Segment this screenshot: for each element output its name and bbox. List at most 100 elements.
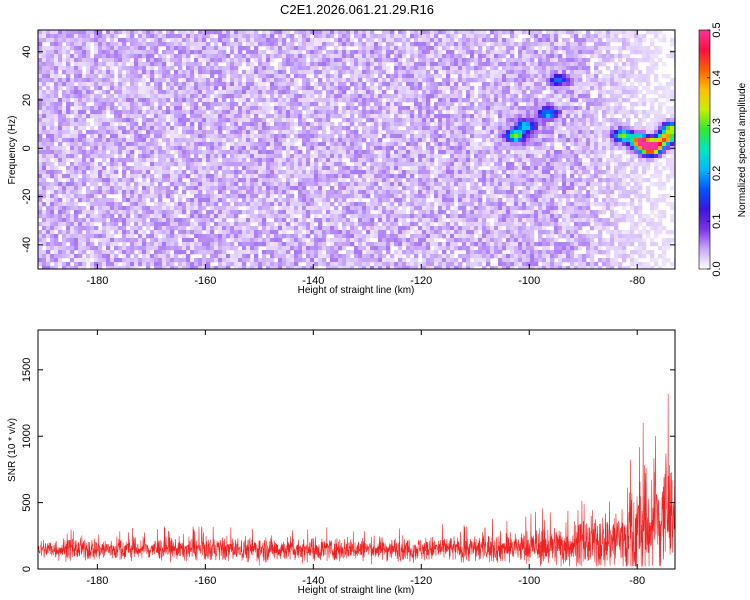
heatmap-cell (270, 170, 275, 175)
heatmap-cell (162, 74, 167, 79)
heatmap-cell (170, 106, 175, 111)
heatmap-cell (330, 106, 335, 111)
heatmap-cell (158, 198, 163, 203)
heatmap-cell (46, 154, 51, 159)
heatmap-cell (402, 230, 407, 235)
heatmap-cell (62, 242, 67, 247)
heatmap-cell (234, 122, 239, 127)
heatmap-cell (302, 30, 307, 35)
heatmap-cell (330, 114, 335, 119)
heatmap-cell (42, 238, 47, 243)
heatmap-cell (330, 266, 335, 269)
heatmap-cell (118, 182, 123, 187)
heatmap-cell (70, 214, 75, 219)
heatmap-cell (282, 82, 287, 87)
heatmap-cell (354, 98, 359, 103)
heatmap-cell (226, 118, 231, 123)
heatmap-cell (342, 186, 347, 191)
heatmap-cell (254, 54, 259, 59)
heatmap-cell (298, 98, 303, 103)
heatmap-cell (302, 170, 307, 175)
heatmap-cell (138, 162, 143, 167)
heatmap-cell (258, 130, 263, 135)
heatmap-cell (386, 154, 391, 159)
heatmap-cell (210, 122, 215, 127)
heatmap-cell (282, 74, 287, 79)
heatmap-cell (106, 254, 111, 259)
heatmap-cell (258, 86, 263, 91)
heatmap-cell (234, 70, 239, 75)
heatmap-cell (218, 166, 223, 171)
heatmap-cell (182, 262, 187, 267)
heatmap-cell (378, 218, 383, 223)
heatmap-cell (294, 90, 299, 95)
heatmap-cell (110, 174, 115, 179)
heatmap-cell (310, 162, 315, 167)
heatmap-cell (414, 54, 419, 59)
heatmap-cell (282, 202, 287, 207)
heatmap-cell (134, 166, 139, 171)
heatmap-cell (290, 42, 295, 47)
heatmap-cell (54, 170, 59, 175)
heatmap-cell (94, 74, 99, 79)
heatmap-cell (74, 134, 79, 139)
heatmap-cell (174, 134, 179, 139)
heatmap-cell (94, 146, 99, 151)
heatmap-cell (58, 150, 63, 155)
heatmap-cell (110, 38, 115, 43)
heatmap-cell (58, 58, 63, 63)
heatmap-cell (74, 114, 79, 119)
heatmap-cell (202, 226, 207, 231)
heatmap-cell (382, 70, 387, 75)
heatmap-cell (130, 210, 135, 215)
heatmap-cell (414, 98, 419, 103)
heatmap-cell (346, 122, 351, 127)
heatmap-cell (294, 158, 299, 163)
heatmap-cell (210, 118, 215, 123)
heatmap-cell (242, 114, 247, 119)
heatmap-cell (406, 154, 411, 159)
heatmap-cell (286, 42, 291, 47)
heatmap-cell (54, 50, 59, 55)
heatmap-cell (410, 146, 415, 151)
heatmap-cell (354, 182, 359, 187)
heatmap-cell (330, 262, 335, 267)
heatmap-cell (150, 182, 155, 187)
heatmap-cell (310, 266, 315, 269)
heatmap-cell (374, 94, 379, 99)
heatmap-cell (262, 142, 267, 147)
heatmap-cell (158, 222, 163, 227)
heatmap-cell (318, 174, 323, 179)
heatmap-cell (298, 114, 303, 119)
heatmap-cell (98, 90, 103, 95)
heatmap-cell (298, 190, 303, 195)
heatmap-cell (130, 82, 135, 87)
heatmap-cell (242, 198, 247, 203)
heatmap-cell (342, 78, 347, 83)
heatmap-cell (366, 186, 371, 191)
heatmap-cell (234, 86, 239, 91)
heatmap-cell (38, 150, 43, 155)
heatmap-cell (106, 54, 111, 59)
heatmap-cell (126, 266, 131, 269)
heatmap-cell (246, 94, 251, 99)
heatmap-cell (302, 46, 307, 51)
heatmap-cell (202, 266, 207, 269)
heatmap-cell (38, 138, 43, 143)
heatmap-cell (66, 190, 71, 195)
heatmap-cell (98, 42, 103, 47)
heatmap-cell (82, 198, 87, 203)
heatmap-cell (322, 114, 327, 119)
heatmap-cell (118, 62, 123, 67)
heatmap-cell (206, 170, 211, 175)
heatmap-cell (350, 206, 355, 211)
heatmap-cell (166, 66, 171, 71)
heatmap-cell (238, 146, 243, 151)
heatmap-cell (390, 174, 395, 179)
heatmap-cell (58, 242, 63, 247)
heatmap-cell (130, 78, 135, 83)
heatmap-cell (166, 86, 171, 91)
heatmap-cell (126, 94, 131, 99)
heatmap-cell (362, 254, 367, 259)
heatmap-cell (66, 106, 71, 111)
